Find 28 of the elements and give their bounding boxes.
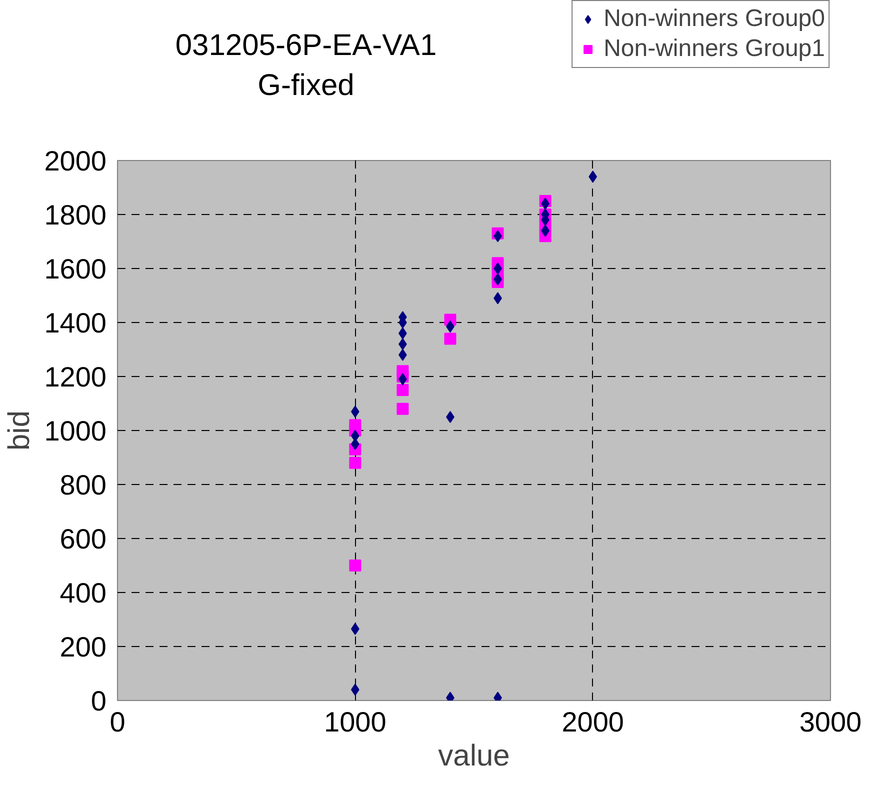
- y-axis-title: bid: [3, 410, 36, 451]
- y-tick-label: 1600: [44, 254, 107, 284]
- y-tick-label: 1000: [44, 416, 107, 446]
- legend-label: Non-winners Group0: [604, 5, 825, 33]
- point: [396, 402, 409, 415]
- point: [446, 411, 454, 423]
- point: [351, 438, 360, 450]
- chart-title: 031205-6P-EA-VA1: [175, 29, 437, 62]
- point: [349, 456, 362, 469]
- chart-subtitle: G-fixed: [258, 69, 354, 102]
- y-tick-label: 800: [60, 470, 106, 500]
- x-axis-title: value: [438, 740, 510, 772]
- y-tick-label: 200: [60, 632, 106, 662]
- x-tick-label: 1000: [324, 706, 386, 738]
- y-tick-label: 600: [60, 524, 106, 554]
- legend-label: Non-winners Group1: [604, 35, 825, 63]
- y-tick-label: 1400: [44, 308, 107, 338]
- point: [396, 384, 409, 396]
- y-tick-label: 400: [60, 578, 106, 608]
- y-tick-label: 2000: [44, 146, 107, 176]
- y-tick-label: 0: [90, 686, 107, 716]
- x-tick-label: 3000: [799, 706, 862, 738]
- x-tick-label: 2000: [562, 706, 624, 738]
- point: [444, 332, 456, 345]
- point: [349, 560, 362, 572]
- point: [494, 262, 502, 274]
- y-tick-label: 1800: [44, 200, 107, 230]
- y-tick-label: 1200: [44, 362, 107, 392]
